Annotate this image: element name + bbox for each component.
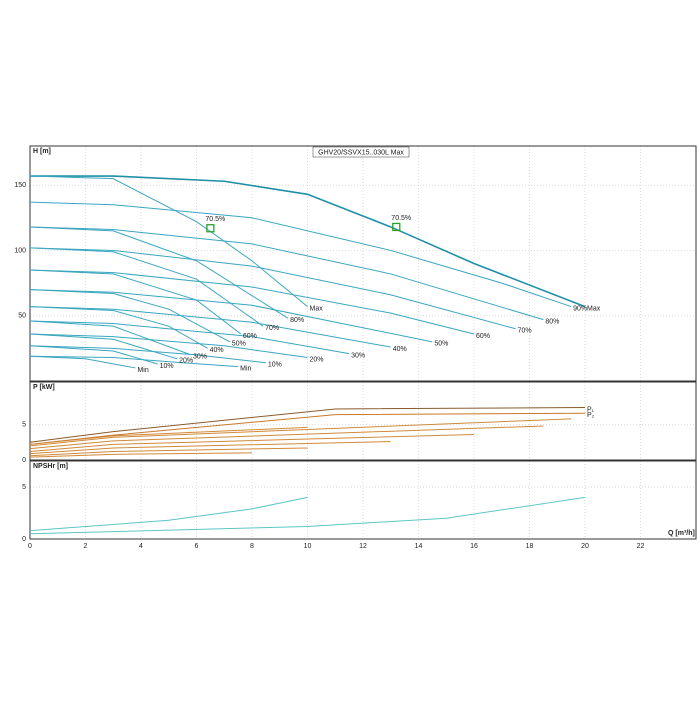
curve-label: 70% (265, 325, 279, 332)
x-axis-label: Q [m³/h] (668, 530, 695, 537)
y-tick-label: 0 (22, 536, 26, 543)
curve-label: 60% (243, 333, 257, 340)
x-tick-label: 12 (359, 543, 367, 550)
curve-label: Min (240, 365, 251, 372)
x-tick-label: 6 (195, 543, 199, 550)
curve-label: 80% (290, 317, 304, 324)
curve (29, 355, 239, 368)
curve-label: 40% (210, 347, 224, 354)
curve (29, 452, 253, 458)
curve (29, 289, 433, 343)
panel-frame (29, 381, 697, 461)
y-tick-label: 5 (22, 484, 26, 491)
curve (29, 496, 586, 535)
curve (29, 407, 586, 443)
curve (29, 433, 475, 452)
curve-label: 30% (193, 354, 207, 361)
x-tick-label: 4 (139, 543, 143, 550)
efficiency-marker (392, 222, 401, 232)
curve (29, 201, 572, 308)
curve-label: 40% (393, 346, 407, 353)
chart-title: GHV20/SSVX15..030L Max (318, 149, 404, 156)
curve-label: 20% (179, 358, 193, 365)
curve-label: 50% (434, 341, 448, 348)
curve-label: 90% (573, 305, 587, 312)
curve-label: 60% (476, 333, 490, 340)
y-tick-label: 100 (14, 247, 26, 254)
y-axis-label: P [kW] (33, 384, 55, 391)
panel-frame (29, 145, 697, 382)
x-tick-label: 14 (415, 543, 423, 550)
curve (29, 247, 264, 327)
curve (29, 320, 192, 356)
x-tick-label: 20 (581, 543, 589, 550)
curve (29, 320, 350, 355)
y-tick-label: 50 (18, 313, 26, 320)
curve (29, 269, 242, 335)
y-axis-label: NPSHr [m] (33, 463, 68, 470)
curve-label: 10% (268, 362, 282, 369)
curve-label: 70% (518, 328, 532, 335)
curve-label: 30% (351, 352, 365, 359)
x-tick-label: 18 (526, 543, 534, 550)
curve-label: Max (310, 305, 324, 312)
curve-label: 20% (310, 356, 324, 363)
curve-label: 50% (232, 341, 246, 348)
x-tick-label: 8 (250, 543, 254, 550)
curve (29, 333, 178, 360)
efficiency-label: 70.5% (391, 215, 411, 222)
curve (29, 306, 391, 348)
y-tick-label: 0 (22, 457, 26, 464)
x-tick-label: 0 (28, 543, 32, 550)
curve (29, 345, 158, 365)
curve-label: 80% (545, 318, 559, 325)
y-tick-label: 5 (22, 421, 26, 428)
curve-label: Min (137, 367, 148, 374)
curve (29, 226, 544, 321)
y-tick-label: 150 (14, 182, 26, 189)
x-tick-label: 2 (84, 543, 88, 550)
curve (29, 247, 516, 330)
curve (29, 425, 544, 450)
curve-label: P₂ (587, 412, 595, 419)
curve (29, 355, 136, 369)
curve (29, 226, 289, 319)
title-box (312, 146, 410, 158)
efficiency-label: 70.5% (205, 216, 225, 223)
curve (29, 447, 308, 457)
efficiency-marker (206, 224, 215, 233)
panel-frame (29, 460, 697, 540)
curve (29, 418, 572, 447)
curve (30, 175, 586, 308)
curve-label: P₁ (587, 406, 595, 413)
curve (29, 426, 308, 445)
curve (29, 333, 308, 358)
y-axis-label: H [m] (33, 148, 51, 155)
curve (29, 175, 308, 307)
curve (29, 496, 308, 532)
curve-label: 10% (160, 363, 174, 370)
x-tick-label: 16 (470, 543, 478, 550)
x-tick-label: 22 (637, 543, 645, 550)
curve (29, 306, 208, 349)
curve (29, 441, 391, 455)
curve (29, 269, 475, 335)
curve-label: Max (587, 305, 601, 312)
x-tick-label: 10 (304, 543, 312, 550)
curve (29, 289, 231, 343)
